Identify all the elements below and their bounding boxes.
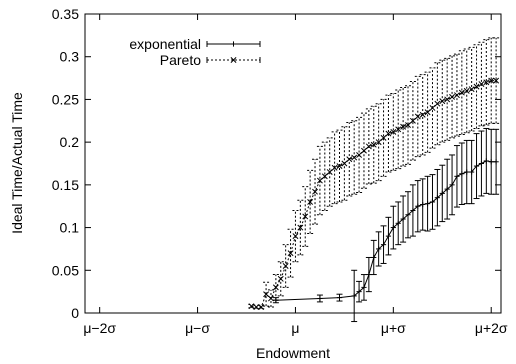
data-point-marker [312, 188, 318, 195]
data-point-marker [307, 198, 314, 205]
data-point-marker [390, 128, 397, 135]
data-point-marker [321, 173, 328, 180]
series-pareto [248, 37, 500, 310]
data-point-marker [263, 291, 270, 298]
data-point-marker [395, 126, 402, 133]
y-tick-label: 0.3 [60, 49, 80, 65]
data-point-marker [400, 123, 407, 130]
legend-entry-pareto: Pareto [160, 52, 261, 68]
data-point-marker [463, 87, 470, 94]
data-point-marker [361, 147, 367, 154]
data-point-marker [488, 77, 495, 84]
data-point-marker [453, 92, 460, 99]
y-tick-label: 0.15 [52, 177, 79, 193]
data-point-marker [258, 304, 265, 310]
x-tick-label: μ−σ [185, 320, 210, 336]
data-point-marker [272, 284, 279, 291]
data-point-marker [458, 89, 465, 96]
x-tick-label: μ [291, 320, 299, 336]
data-point-marker [336, 163, 343, 170]
data-point-marker [380, 134, 387, 141]
data-point-marker [409, 117, 416, 124]
data-point-marker [444, 96, 451, 103]
data-point-marker [277, 275, 284, 282]
data-point-marker [297, 224, 304, 231]
x-tick-label: μ+2σ [475, 320, 508, 336]
data-point-marker [282, 263, 289, 269]
plot-frame [84, 13, 502, 314]
data-point-marker [424, 109, 431, 116]
data-point-marker [316, 177, 323, 184]
legend-entry-exponential: exponential [129, 36, 261, 52]
data-point-marker [473, 83, 480, 90]
series-exponential [272, 127, 500, 323]
data-point-marker [356, 152, 363, 158]
axis-ticks: 0 0.05 0.1 0.15 0.2 0.25 0.3 0.35 μ−2σ μ−σ μ μ+σ μ+2… [52, 6, 508, 336]
data-point-marker [326, 169, 333, 175]
data-point-marker [478, 81, 485, 88]
data-point-marker [370, 141, 377, 148]
y-tick-label: 0 [71, 305, 79, 321]
legend-label: Pareto [160, 52, 201, 68]
y-tick-label: 0.05 [52, 262, 79, 278]
data-point-marker [365, 143, 372, 150]
data-point-marker [468, 86, 475, 93]
y-tick-label: 0.25 [52, 91, 79, 107]
data-point-marker [341, 160, 348, 167]
data-point-marker [419, 111, 426, 118]
y-tick-label: 0.35 [52, 6, 79, 22]
data-point-marker [292, 233, 299, 240]
data-point-marker [253, 304, 260, 310]
data-point-marker [302, 213, 309, 220]
data-point-marker [385, 130, 392, 137]
data-point-marker [248, 303, 255, 310]
x-tick-label: μ+σ [381, 320, 406, 336]
data-point-marker [429, 105, 436, 111]
data-point-marker [405, 122, 411, 129]
data-point-marker [414, 113, 421, 120]
data-point-marker [351, 154, 358, 161]
data-point-marker [449, 93, 456, 100]
data-point-marker [287, 250, 294, 257]
series-line [251, 80, 497, 308]
x-axis-label: Endowment [256, 345, 330, 361]
y-axis-label: Ideal Time/Actual Time [9, 92, 25, 234]
y-tick-label: 0.2 [60, 134, 80, 150]
series-line [275, 160, 497, 301]
series-layer [248, 37, 500, 323]
data-point-marker [434, 100, 441, 107]
data-point-marker [230, 57, 237, 63]
data-point-marker [439, 98, 446, 105]
data-point-marker [268, 295, 274, 302]
x-tick-label: μ−2σ [83, 320, 116, 336]
data-point-marker [493, 77, 500, 84]
data-point-marker [331, 164, 338, 171]
legend-label: exponential [129, 36, 201, 52]
data-point-marker [346, 156, 353, 163]
data-point-marker [375, 139, 382, 146]
data-point-marker [483, 79, 490, 86]
y-tick-label: 0.1 [60, 220, 80, 236]
